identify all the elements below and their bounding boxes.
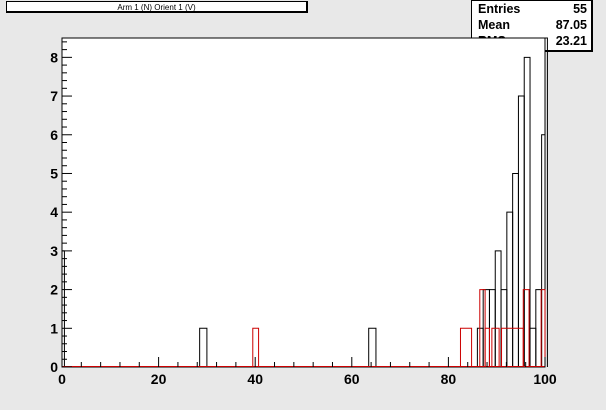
- stat-value: 55: [573, 2, 587, 16]
- histogram-bin: [544, 37, 548, 367]
- histogram-bin: [491, 327, 500, 367]
- histogram-title: Arm 1 (N) Orient 1 (V): [6, 1, 308, 13]
- y-tick-label: 1: [50, 320, 58, 336]
- histogram-bin: [522, 289, 530, 367]
- stat-value: 23.21: [555, 34, 587, 48]
- stat-label: Entries: [478, 2, 521, 16]
- histogram-bin: [523, 56, 531, 367]
- axis-layer: 0 20 40 60 80 100 0 1 2 3 4 5 6 7 8: [50, 41, 557, 387]
- stat-row-entries: Entries 55: [478, 2, 587, 18]
- y-tick-label: 6: [50, 127, 58, 143]
- y-tick-label: 3: [50, 243, 58, 259]
- histogram-bin: [459, 327, 473, 367]
- x-tick-label: 0: [58, 371, 66, 387]
- y-tick-label: 0: [50, 359, 58, 375]
- y-tick-label: 7: [50, 88, 58, 104]
- x-tick-label: 40: [247, 371, 263, 387]
- stat-value: 87.05: [555, 18, 587, 32]
- y-tick-label: 2: [50, 282, 58, 298]
- y-tick-label: 8: [50, 49, 58, 65]
- x-tick-label: 100: [533, 371, 557, 387]
- x-tick-label: 80: [441, 371, 457, 387]
- histogram-bin: [540, 289, 546, 367]
- histogram-series-1: [62, 289, 546, 367]
- stat-row-mean: Mean 87.05: [478, 18, 587, 34]
- y-tick-label: 5: [50, 165, 58, 181]
- stat-label: Mean: [478, 18, 510, 32]
- histogram-bin: [368, 327, 377, 367]
- histogram-bin: [252, 327, 260, 367]
- histogram-bin: [199, 327, 208, 367]
- x-tick-label: 60: [344, 371, 360, 387]
- histogram-bin: [484, 327, 490, 367]
- series-layer: [61, 37, 548, 367]
- x-tick-label: 20: [151, 371, 167, 387]
- y-tick-label: 4: [50, 204, 58, 220]
- plot-frame: [61, 37, 546, 368]
